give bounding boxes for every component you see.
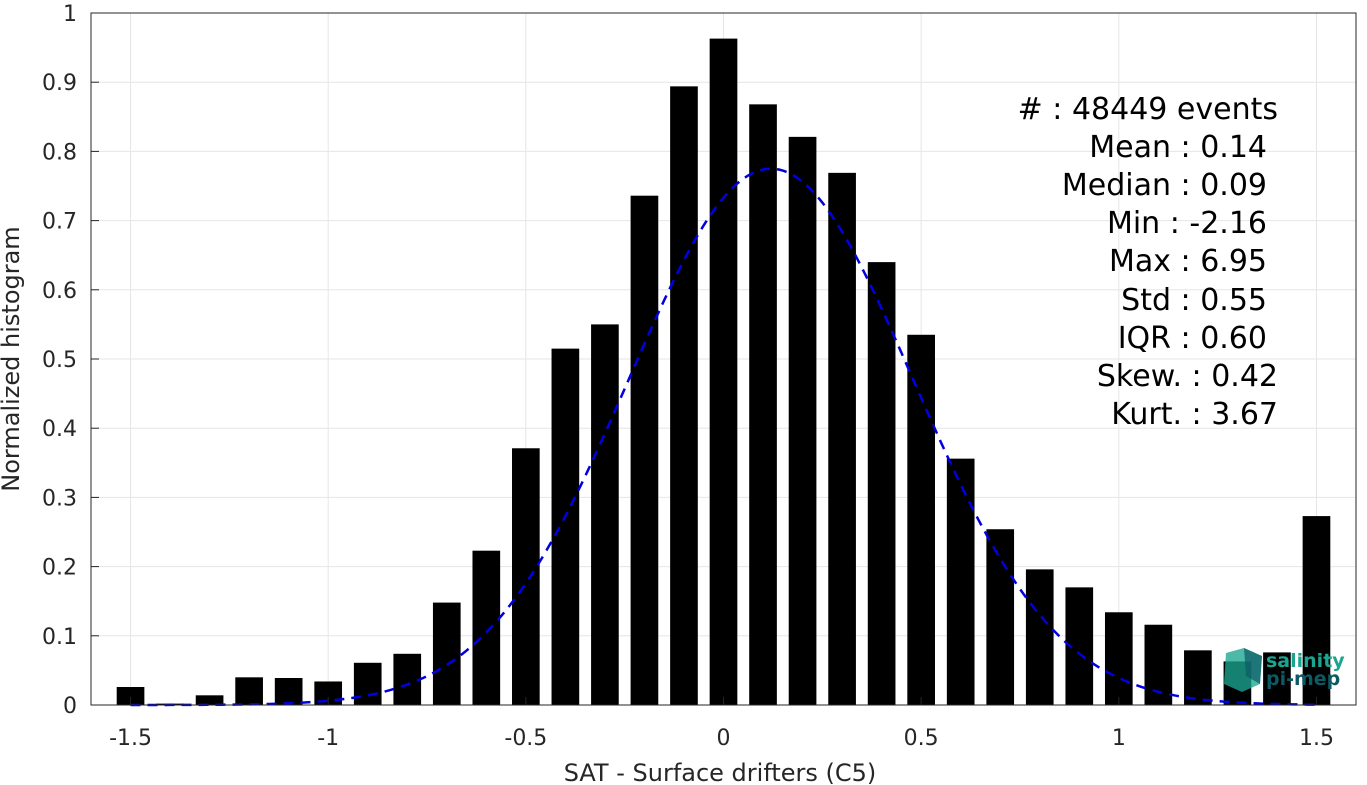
histogram-bar	[432, 602, 461, 705]
histogram-bar	[116, 687, 145, 705]
histogram-bar	[867, 262, 896, 705]
x-axis-label: SAT - Surface drifters (C5)	[564, 759, 877, 785]
stat-min: Min : -2.16	[1107, 206, 1267, 241]
y-tick-label: 0	[63, 694, 77, 719]
x-tick-label: -1	[317, 726, 339, 751]
stat-events: # : 48449 events	[1018, 92, 1278, 127]
y-axis-ticks: 0 0.1 0.2 0.3 0.4 0.5 0.6 0.7 0.8 0.9 1	[42, 2, 99, 719]
histogram-bar	[630, 195, 659, 706]
histogram-bar	[1025, 569, 1054, 705]
logo-cube-shade	[1244, 648, 1262, 684]
stat-max: Max : 6.95	[1109, 244, 1267, 279]
histogram-bar	[709, 38, 738, 705]
stat-kurtosis: Kurt. : 3.67	[1111, 397, 1278, 432]
histogram-bar	[907, 334, 935, 705]
histogram-bar	[749, 104, 777, 706]
x-axis-ticks: -1.5 -1 -0.5 0 0.5 1 1.5	[109, 697, 1334, 751]
histogram-bar	[235, 677, 263, 705]
histogram-bar	[828, 172, 856, 706]
x-tick-label: 0.5	[904, 726, 939, 751]
histogram-bar	[551, 348, 580, 705]
x-tick-label: 1	[1112, 726, 1126, 751]
y-tick-label: 0.5	[42, 348, 77, 373]
histogram-bar	[986, 529, 1015, 705]
histogram-bar	[591, 324, 619, 705]
histogram-bar	[946, 458, 975, 705]
histogram-bar	[670, 86, 698, 706]
histogram-bar	[353, 662, 382, 705]
x-tick-label: -0.5	[504, 726, 547, 751]
stat-mean: Mean : 0.14	[1089, 130, 1267, 165]
histogram-bar	[788, 136, 817, 706]
y-tick-label: 1	[63, 2, 77, 27]
histogram-bar	[1104, 612, 1133, 705]
y-tick-label: 0.6	[42, 279, 77, 304]
logo-text-salinity: salinity	[1266, 650, 1345, 672]
histogram-bar	[512, 448, 540, 705]
y-axis-label: Normalized histogram	[0, 226, 25, 491]
y-tick-label: 0.8	[42, 140, 77, 165]
logo-text-pimep: pi-mep	[1266, 668, 1340, 690]
y-tick-label: 0.7	[42, 210, 77, 235]
y-tick-label: 0.3	[42, 486, 77, 511]
statistics-box: # : 48449 events Mean : 0.14 Median : 0.…	[1018, 92, 1278, 432]
salinity-pimep-logo: salinity pi-mep	[1224, 648, 1345, 692]
stat-median: Median : 0.09	[1062, 168, 1267, 203]
histogram-bar	[1302, 516, 1331, 705]
stat-iqr: IQR : 0.60	[1118, 321, 1267, 356]
histogram-bar	[274, 678, 303, 705]
x-tick-label: 1.5	[1299, 726, 1334, 751]
y-tick-label: 0.2	[42, 556, 77, 581]
gaussian-fit-curve	[130, 167, 1317, 707]
stat-std: Std : 0.55	[1121, 283, 1267, 318]
x-tick-label: -1.5	[109, 726, 152, 751]
histogram-bar	[195, 695, 224, 705]
histogram-bar	[472, 550, 501, 705]
stat-skewness: Skew. : 0.42	[1097, 359, 1278, 394]
y-tick-label: 0.9	[42, 71, 77, 96]
y-tick-label: 0.1	[42, 625, 77, 650]
histogram-bars	[116, 38, 1331, 706]
y-tick-label: 0.4	[42, 417, 77, 442]
histogram-bar	[393, 653, 422, 705]
x-tick-label: 0	[717, 726, 731, 751]
histogram-bar	[1263, 652, 1291, 705]
histogram-bar	[1184, 650, 1212, 705]
